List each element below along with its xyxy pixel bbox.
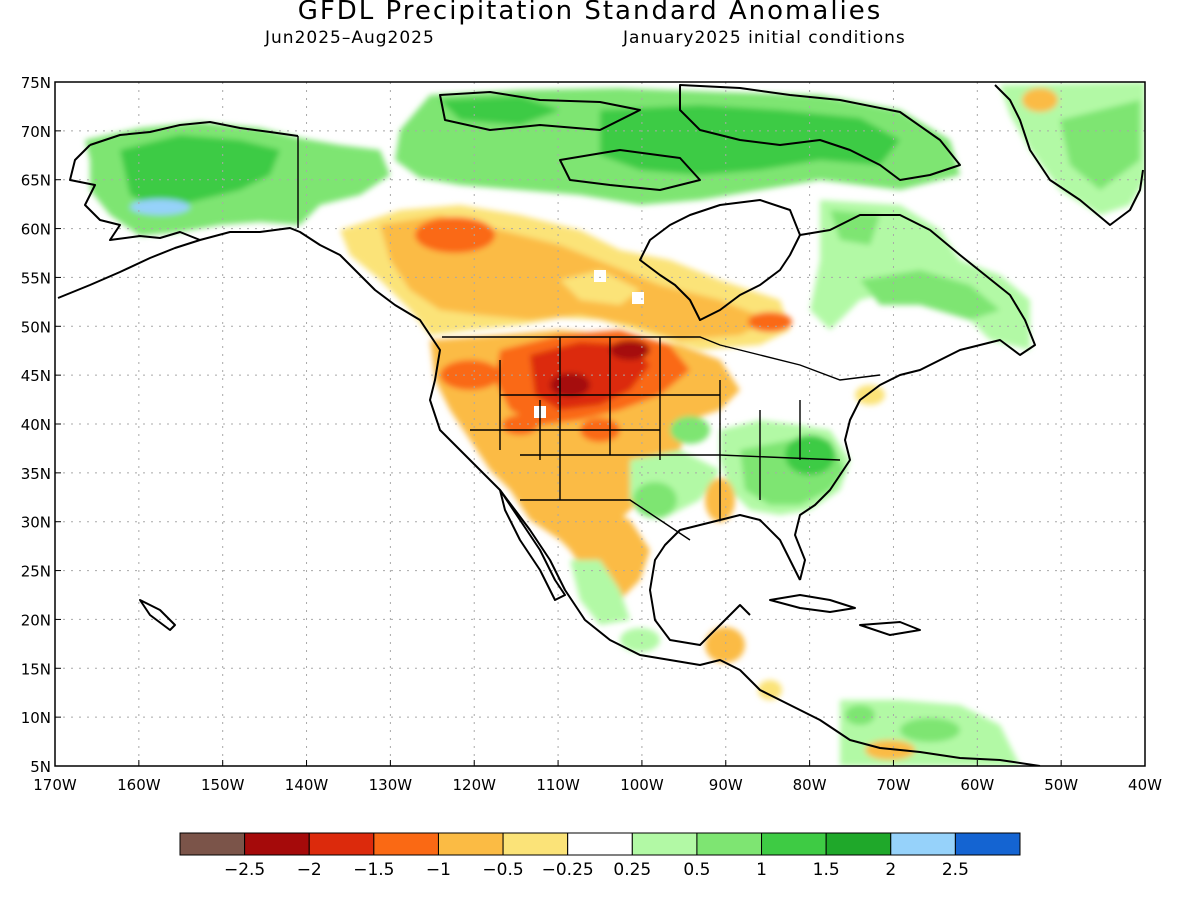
legend-swatch [825,832,892,856]
legend-label: 1.5 [813,860,840,880]
legend-swatch [502,832,569,856]
lon-label: 60W [960,776,994,794]
lat-label: 65N [21,172,51,190]
coastlines [57,84,1144,766]
political-borders [297,136,881,541]
legend-swatch [437,832,504,856]
legend-swatch [696,832,763,856]
lat-label: 15N [21,660,51,678]
legend-swatch [567,832,633,856]
legend-swatch [179,832,246,856]
lat-label: 5N [30,758,51,776]
lat-label: 75N [21,74,51,92]
legend-label: 0.25 [613,860,651,880]
lat-label: 20N [21,611,51,629]
lon-label: 150W [201,776,245,794]
longitude-labels: 170W 160W 150W 140W 130W 120W 110W 100W 90W 80W 70… [33,760,1162,794]
lon-label: 50W [1044,776,1078,794]
color-legend: −2.5 −2 −1.5 −1 −0.5 −0.25 0.25 0.5 1 1.5 2 2.5 [179,832,1021,880]
legend-swatch [373,832,439,856]
lon-label: 170W [33,776,77,794]
lon-label: 110W [536,776,580,794]
lat-label: 40N [21,416,51,434]
lat-label: 50N [21,318,51,336]
lat-label: 35N [21,465,51,483]
legend-swatch [954,832,1021,856]
lat-label: 55N [21,269,51,287]
lat-label: 70N [21,123,51,141]
lat-label: 45N [21,367,51,385]
legend-label: 2.5 [942,860,969,880]
lat-label: 25N [21,563,51,581]
lon-label: 160W [117,776,161,794]
forecast-period: Jun2025–Aug2025 [265,28,435,48]
legend-label: −2.5 [224,860,265,880]
initial-conditions: January2025 initial conditions [623,28,906,48]
lon-label: 130W [369,776,413,794]
legend-swatch [890,832,956,856]
lat-label: 10N [21,709,51,727]
legend-label: −2 [297,860,322,880]
legend-swatch [631,832,698,856]
legend-label: −1 [426,860,451,880]
lon-label: 140W [285,776,329,794]
legend-label: 0.5 [683,860,710,880]
lon-label: 90W [709,776,743,794]
map-title: GFDL Precipitation Standard Anomalies [297,0,883,26]
legend-label: −0.5 [482,860,523,880]
legend-label: −1.5 [353,860,394,880]
lat-label: 30N [21,514,51,532]
legend-label: 1 [756,860,767,880]
lat-label: 60N [21,221,51,239]
latitude-labels: 75N 70N 65N 60N 55N 50N 45N 40N 35N 30N 25N 20N 15N 1… [21,74,61,776]
lon-label: 120W [452,776,496,794]
legend-swatch [761,832,827,856]
legend-label: 2 [885,860,896,880]
legend-swatch [308,832,375,856]
graticule [55,82,1145,766]
lon-label: 100W [620,776,664,794]
lon-label: 40W [1128,776,1162,794]
legend-swatch [244,832,310,856]
lon-label: 80W [793,776,827,794]
legend-label: −0.25 [542,860,594,880]
lon-label: 70W [877,776,911,794]
